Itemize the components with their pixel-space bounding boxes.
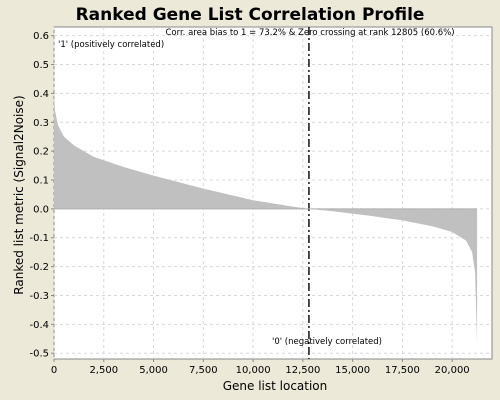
x-tick-label: 7,500 <box>189 365 218 376</box>
y-axis: -0.5 -0.4 -0.3 -0.2 -0.1 0.0 0.1 0.2 0.3 0.4 0.5 0.… <box>29 31 54 360</box>
x-axis: 0 2,500 5,000 7,500 10,000 12,500 15,000 17,500… <box>51 359 470 376</box>
x-tick-label: 17,500 <box>385 365 420 376</box>
y-tick-label: 0.5 <box>33 60 49 71</box>
chart-title: Ranked Gene List Correlation Profile <box>76 5 425 25</box>
x-axis-label: Gene list location <box>223 379 328 393</box>
x-tick-label: 0 <box>51 365 57 376</box>
annotation-positive: '1' (positively correlated) <box>58 40 164 50</box>
y-tick-label: -0.5 <box>29 349 49 360</box>
y-tick-label: 0.3 <box>33 118 49 129</box>
annotation-negative: '0' (negatively correlated) <box>272 337 382 347</box>
y-tick-label: -0.2 <box>29 262 49 273</box>
y-tick-label: 0.4 <box>33 89 49 100</box>
x-tick-label: 20,000 <box>435 365 470 376</box>
y-tick-label: 0.0 <box>33 204 49 215</box>
annotation-top: Corr. area bias to 1 = 73.2% & Zero cros… <box>165 28 454 38</box>
y-tick-label: 0.6 <box>33 31 49 42</box>
y-tick-label: 0.1 <box>33 176 49 187</box>
y-tick-label: 0.2 <box>33 147 49 158</box>
x-tick-label: 12,500 <box>285 365 320 376</box>
x-tick-label: 2,500 <box>89 365 118 376</box>
x-tick-label: 10,000 <box>236 365 271 376</box>
metric-area-fill <box>54 93 478 345</box>
y-axis-label: Ranked list metric (Signal2Noise) <box>12 95 26 294</box>
y-tick-label: -0.1 <box>29 233 49 244</box>
y-tick-label: -0.4 <box>29 320 49 331</box>
x-tick-label: 15,000 <box>335 365 370 376</box>
y-tick-label: -0.3 <box>29 291 49 302</box>
x-tick-label: 5,000 <box>139 365 168 376</box>
